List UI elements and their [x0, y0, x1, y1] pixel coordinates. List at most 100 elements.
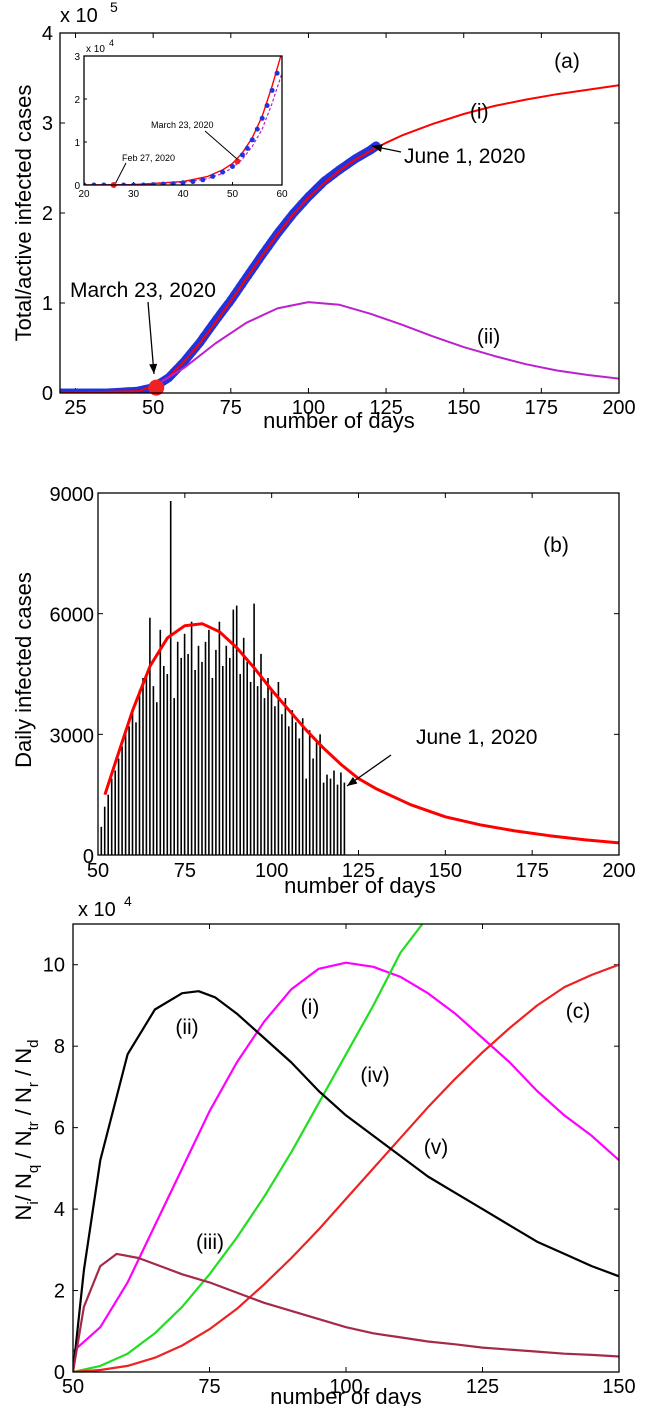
x-tick-label: 175 — [525, 397, 558, 419]
panel-label: (a) — [554, 50, 580, 73]
annotation-arrow-june-1-head — [372, 144, 383, 152]
inset-march-23-marker — [234, 158, 241, 165]
daily-bar — [274, 706, 276, 855]
y-label-symbol: N — [11, 1205, 36, 1221]
daily-bar — [246, 661, 248, 855]
inset-data-point — [249, 137, 255, 143]
series-ii-label: (ii) — [175, 1016, 198, 1039]
y-tick-label: 0 — [42, 383, 53, 405]
daily-bar — [142, 678, 144, 855]
inset-data-point — [210, 173, 216, 179]
daily-bar — [232, 609, 235, 855]
daily-bar — [305, 778, 307, 855]
daily-bar — [208, 629, 210, 855]
daily-bar — [114, 770, 116, 855]
daily-bar — [225, 645, 228, 855]
chart-panel-b: 50 75 100 125 150 175 200 0 3000 6000 9000 (b) June … — [11, 484, 636, 898]
daily-bar — [253, 603, 255, 855]
daily-bar — [121, 746, 123, 855]
y-tick-label: 1 — [42, 293, 53, 315]
daily-bar — [204, 641, 207, 855]
x-tick-label: 150 — [429, 860, 462, 882]
inset-y-multiplier: x 10 — [86, 44, 105, 55]
daily-bar — [218, 621, 221, 855]
x-tick-label: 100 — [255, 860, 288, 882]
inset-arrow-feb-27 — [115, 162, 127, 184]
daily-bar — [267, 678, 269, 855]
x-tick-label: 50 — [87, 860, 109, 882]
x-tick-label: 100 — [292, 397, 325, 419]
x-tick-label: 150 — [602, 1376, 635, 1398]
daily-bar — [211, 678, 214, 855]
daily-bar — [298, 738, 301, 855]
inset-annotation-march-23: March 23, 2020 — [151, 120, 214, 130]
daily-bar — [138, 690, 141, 855]
series-iii-label: (iii) — [196, 1231, 224, 1254]
daily-bar — [284, 698, 287, 855]
daily-bar — [291, 710, 294, 855]
daily-bar — [326, 774, 328, 855]
inset-x-tick-label: 30 — [128, 189, 140, 200]
x-tick-label: 125 — [466, 1376, 499, 1398]
daily-bar — [131, 710, 134, 855]
daily-bar — [312, 758, 314, 855]
daily-bar — [249, 682, 252, 855]
plot-frame — [72, 923, 620, 1373]
y-axis-label: Ni/ Nq / Ntr / Nr / Nd — [11, 1040, 42, 1221]
daily-bar — [288, 726, 290, 855]
inset-x-tick-label: 40 — [177, 189, 189, 200]
series-line-(v) — [73, 963, 619, 1372]
series-iv-label: (iv) — [360, 1064, 389, 1087]
daily-bar — [166, 674, 169, 855]
series-ii-line — [152, 301, 619, 388]
daily-bar — [322, 782, 325, 855]
daily-bar — [149, 617, 151, 855]
inset-annotation-feb-27: Feb 27, 2020 — [122, 153, 175, 163]
y-tick-label: 3 — [42, 113, 53, 135]
daily-bar — [152, 686, 155, 855]
daily-bar — [176, 641, 179, 855]
daily-bar — [124, 734, 127, 855]
model-curve — [103, 622, 619, 845]
x-tick-label: 25 — [64, 397, 86, 419]
x-tick-label: 100 — [329, 1376, 362, 1398]
x-tick-label: 50 — [62, 1376, 84, 1398]
inset-data-point — [150, 182, 156, 185]
inset-x-tick-label: 50 — [227, 189, 239, 200]
inset-data-point — [230, 164, 235, 169]
daily-bar — [319, 734, 321, 855]
inset-data-point — [190, 179, 196, 185]
daily-bar — [117, 758, 120, 855]
annotation-arrow-march-23-shaft — [147, 301, 155, 375]
inset-data-point — [180, 180, 186, 185]
panel-label: (c) — [566, 1000, 591, 1023]
daily-bar — [159, 629, 162, 855]
y-tick-label: 0 — [54, 1362, 65, 1384]
series-line-(iii) — [73, 1252, 619, 1372]
inset-data-point — [239, 152, 245, 158]
y-tick-label: 8 — [54, 1036, 65, 1058]
x-tick-label: 125 — [342, 860, 375, 882]
y-label-symbol: / N — [11, 1173, 36, 1201]
daily-bar — [197, 645, 200, 855]
inset-data-point — [264, 103, 270, 108]
inset-data-point — [259, 115, 265, 121]
y-label-symbol: / N — [11, 1131, 36, 1165]
daily-bar — [187, 653, 189, 855]
chart-panel-c: 50 75 100 125 150 0 2 4 6 8 10 x 10 4 (c) (ii) (i) (iv) (… — [11, 893, 636, 1406]
y-label-subscript: q — [25, 1165, 42, 1173]
y-label-subscript: d — [25, 1040, 42, 1048]
daily-bar — [263, 698, 266, 855]
daily-bar — [135, 722, 137, 855]
daily-bar — [169, 501, 172, 855]
x-tick-label: 200 — [602, 397, 635, 419]
daily-bar — [229, 657, 231, 855]
inset-chart: 20 30 40 50 60 0 1 2 3 x 10 4 March 23, 2020 Feb 27,… — [74, 38, 288, 200]
plot-frame — [97, 492, 620, 856]
y-multiplier: x 10 — [60, 5, 98, 27]
daily-bar — [110, 778, 113, 855]
annotation-march-23: March 23, 2020 — [70, 279, 216, 302]
daily-bar — [281, 714, 283, 855]
daily-bar — [308, 730, 311, 855]
